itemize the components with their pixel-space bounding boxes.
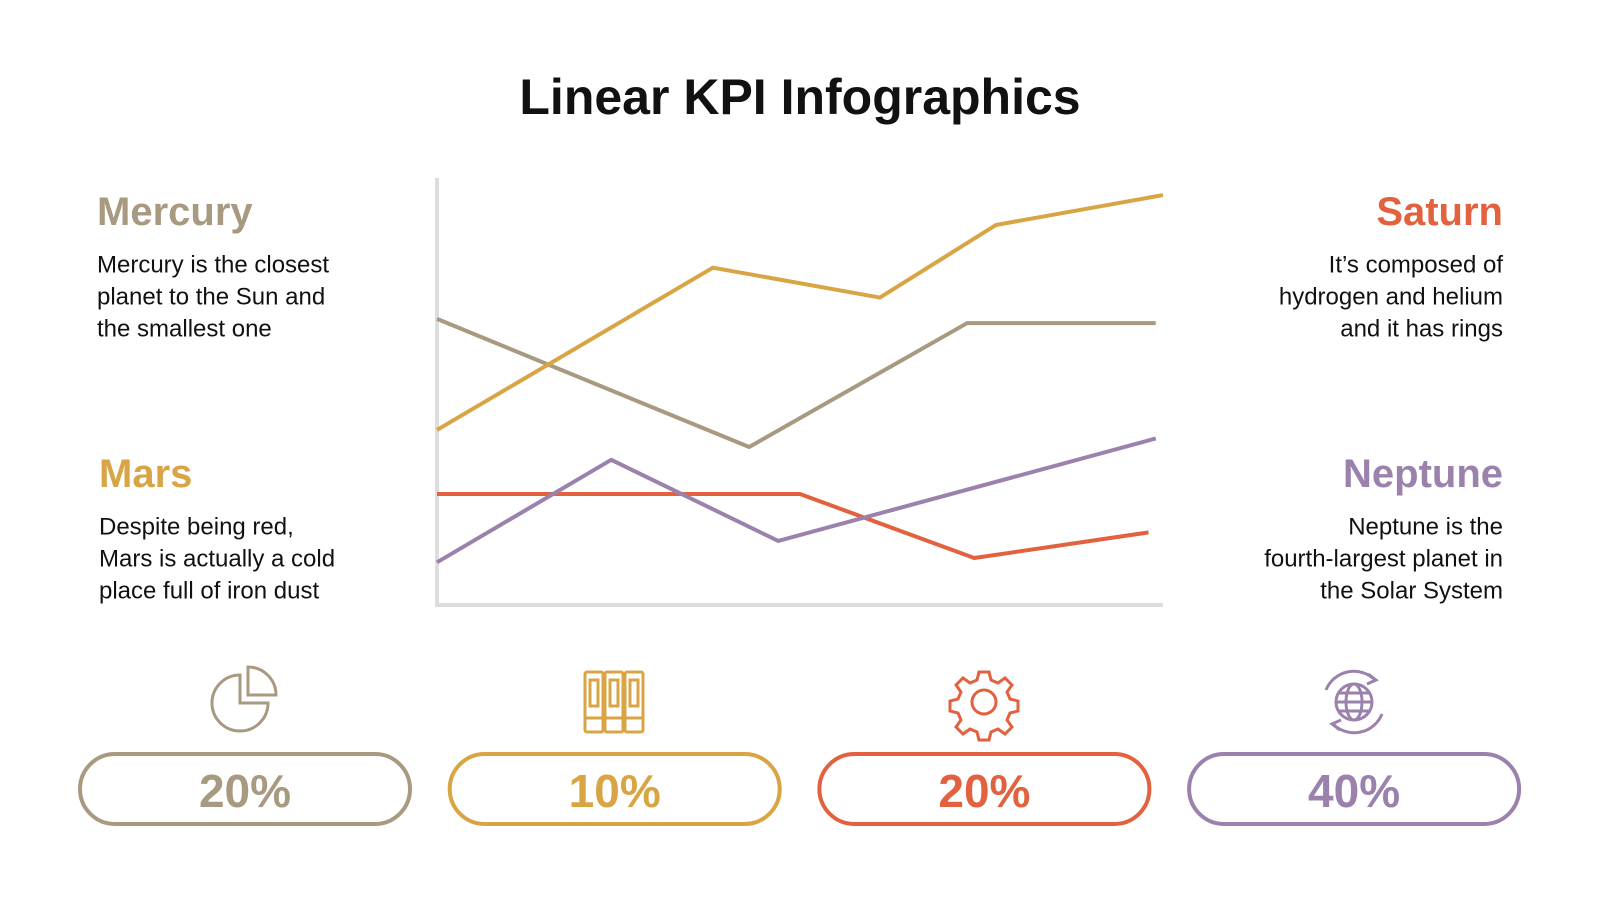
series-line (435, 436, 1157, 565)
binders-icon (583, 670, 645, 734)
panel-title: Mercury (97, 190, 253, 234)
panel-title: Saturn (1376, 190, 1503, 234)
pie-icon (210, 665, 278, 733)
panel-text: the Solar System (1320, 578, 1503, 605)
panel-text: planet to the Sun and (97, 284, 325, 311)
panel-text: Neptune is the (1348, 514, 1503, 541)
kpi-label: 40% (1308, 765, 1400, 817)
series-line (436, 317, 1156, 450)
panel-text: fourth-largest planet in (1264, 546, 1503, 573)
panel-text: place full of iron dust (99, 578, 319, 605)
slide-title: Linear KPI Infographics (519, 69, 1080, 125)
kpi-label: 20% (199, 765, 291, 817)
kpi-pill (1187, 752, 1522, 826)
kpi-label: 10% (569, 765, 661, 817)
panel-text: Despite being red, (99, 514, 294, 541)
panel-text: Mercury is the closest (97, 252, 329, 279)
series-line (437, 491, 1149, 561)
panel-text: It’s composed of (1329, 252, 1504, 279)
kpi-label: 20% (938, 765, 1030, 817)
kpi-pill (817, 752, 1152, 826)
panel-text: and it has rings (1340, 316, 1503, 343)
panel-text: hydrogen and helium (1279, 284, 1503, 311)
panel-text: the smallest one (97, 316, 272, 343)
kpi-pill (447, 752, 782, 826)
panel-text: Mars is actually a cold (99, 546, 335, 573)
kpi-pill (78, 752, 412, 826)
panel-title: Mars (99, 452, 192, 496)
series-line (435, 193, 1164, 432)
gear-icon (948, 670, 1020, 742)
panel-title: Neptune (1343, 452, 1503, 496)
globe-icon (1324, 669, 1384, 735)
